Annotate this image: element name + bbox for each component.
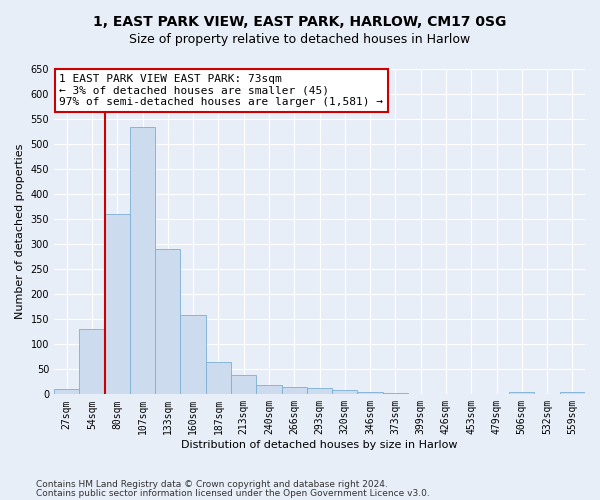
Y-axis label: Number of detached properties: Number of detached properties [15,144,25,320]
Bar [358,392,383,394]
Text: 1 EAST PARK VIEW EAST PARK: 73sqm
← 3% of detached houses are smaller (45)
97% o: 1 EAST PARK VIEW EAST PARK: 73sqm ← 3% o… [59,74,383,107]
Bar [54,390,79,394]
Bar [560,392,585,394]
Bar [155,249,181,394]
Text: Size of property relative to detached houses in Harlow: Size of property relative to detached ho… [130,32,470,46]
Bar [256,386,281,394]
Bar [181,316,206,394]
Bar [130,126,155,394]
Text: Contains HM Land Registry data © Crown copyright and database right 2024.: Contains HM Land Registry data © Crown c… [36,480,388,489]
Bar [509,392,535,394]
Text: 1, EAST PARK VIEW, EAST PARK, HARLOW, CM17 0SG: 1, EAST PARK VIEW, EAST PARK, HARLOW, CM… [94,15,506,29]
Bar [281,387,307,394]
Text: Contains public sector information licensed under the Open Government Licence v3: Contains public sector information licen… [36,489,430,498]
Bar [231,376,256,394]
X-axis label: Distribution of detached houses by size in Harlow: Distribution of detached houses by size … [181,440,458,450]
Bar [206,362,231,394]
Bar [332,390,358,394]
Bar [307,388,332,394]
Bar [79,330,104,394]
Bar [104,214,130,394]
